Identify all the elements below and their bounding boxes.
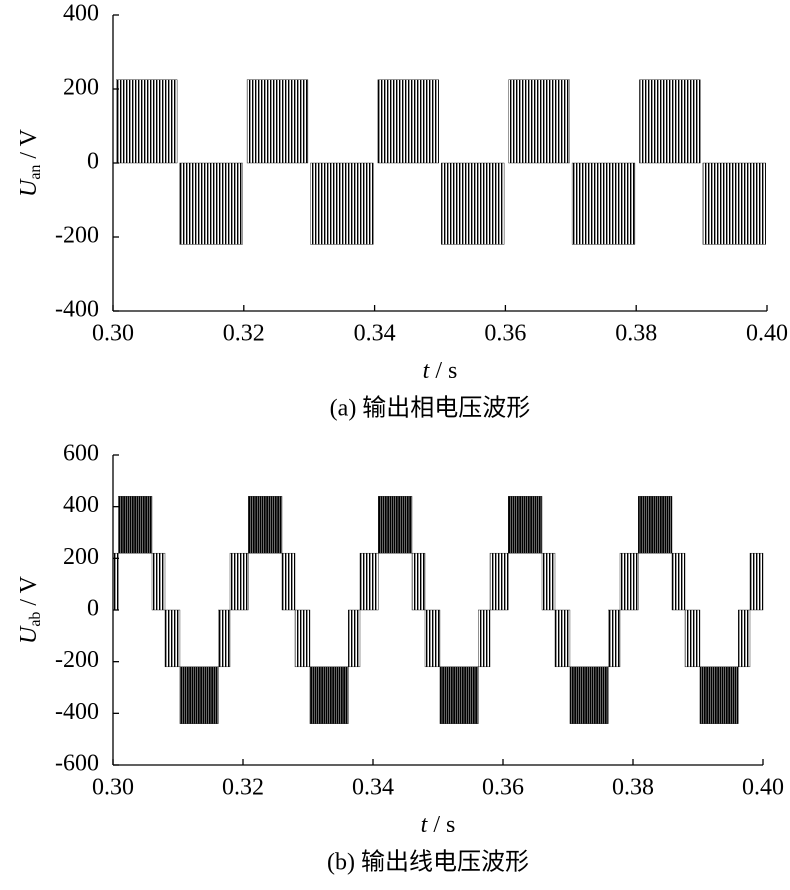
waveform-band — [571, 162, 636, 245]
y-tick-label: 600 — [63, 441, 99, 467]
waveform-band — [638, 496, 673, 554]
x-tick-label: 0.30 — [92, 775, 134, 801]
waveform-band — [699, 666, 739, 724]
waveform-band — [749, 552, 764, 611]
x-label-symbol: t — [423, 358, 431, 384]
x-tick-label: 0.30 — [92, 321, 134, 347]
waveform-band — [489, 552, 509, 611]
y-label-subscript: ab — [27, 612, 44, 627]
y-tick-label: -600 — [55, 751, 99, 777]
x-label-unit: / s — [433, 812, 455, 838]
waveform-band — [554, 609, 571, 668]
waveform-band — [441, 162, 505, 245]
waveform-band — [247, 496, 283, 554]
waveform-band — [411, 552, 426, 611]
waveform-band — [151, 552, 166, 611]
waveform-band — [541, 552, 556, 611]
waveform-band — [508, 496, 543, 554]
waveform-band — [508, 79, 570, 164]
y-label-symbol: U — [16, 625, 42, 644]
x-tick-label: 0.40 — [742, 775, 784, 801]
x-axis-label: t / s — [421, 812, 456, 838]
waveform-band — [424, 609, 441, 668]
waveform-band — [608, 609, 621, 668]
x-tick-label: 0.38 — [615, 321, 657, 347]
y-axis-label: Uan / V — [16, 128, 44, 197]
y-tick-label: 0 — [87, 149, 99, 175]
y-tick-label: -400 — [55, 699, 99, 725]
waveform-band — [309, 666, 349, 724]
caption: (b) 输出线电压波形 — [327, 849, 529, 876]
x-tick-label: 0.36 — [484, 321, 526, 347]
x-axis-label: t / s — [423, 358, 458, 384]
waveform-band — [117, 496, 153, 554]
y-tick-label: 200 — [63, 544, 99, 570]
x-tick-label: 0.32 — [223, 321, 265, 347]
waveform-band — [738, 609, 751, 668]
x-tick-label: 0.34 — [354, 321, 396, 347]
waveform-band — [246, 79, 309, 164]
x-label-symbol: t — [421, 812, 429, 838]
y-tick-label: 400 — [63, 492, 99, 518]
waveform-band — [179, 666, 219, 724]
waveform-band — [229, 552, 249, 611]
y-label-symbol: U — [16, 178, 42, 197]
waveform-band — [164, 609, 181, 668]
waveform-band — [639, 79, 701, 164]
waveform-band — [478, 609, 491, 668]
y-tick-label: -400 — [55, 297, 99, 323]
y-axis-label: Uab / V — [16, 575, 44, 644]
waveform-band — [281, 552, 296, 611]
x-tick-label: 0.40 — [746, 321, 788, 347]
x-tick-label: 0.32 — [222, 775, 264, 801]
waveform-band — [218, 609, 231, 668]
y-tick-label: 0 — [87, 596, 99, 622]
waveform-band — [310, 162, 374, 245]
waveform-band — [377, 79, 439, 164]
waveform-band — [348, 609, 361, 668]
waveform-band — [112, 552, 119, 611]
caption: (a) 输出相电压波形 — [330, 395, 531, 422]
waveform-band — [619, 552, 639, 611]
x-tick-label: 0.36 — [482, 775, 524, 801]
waveform-band — [179, 162, 243, 245]
waveform-band — [294, 609, 311, 668]
waveform-band — [702, 162, 766, 245]
waveform-band — [116, 79, 178, 164]
waveform-band — [359, 552, 379, 611]
waveform-band — [569, 666, 609, 724]
waveform-band — [378, 496, 413, 554]
y-tick-label: -200 — [55, 223, 99, 249]
y-label-unit: / V — [16, 128, 42, 158]
y-tick-label: 200 — [63, 75, 99, 101]
x-tick-label: 0.38 — [612, 775, 654, 801]
waveform-band — [439, 666, 479, 724]
x-label-unit: / s — [435, 358, 457, 384]
y-tick-label: 400 — [63, 1, 99, 27]
y-tick-label: -200 — [55, 647, 99, 673]
y-label-subscript: an — [27, 165, 44, 180]
waveform-band — [671, 552, 686, 611]
y-label-unit: / V — [16, 575, 42, 605]
x-tick-label: 0.34 — [352, 775, 394, 801]
waveform-band — [684, 609, 701, 668]
